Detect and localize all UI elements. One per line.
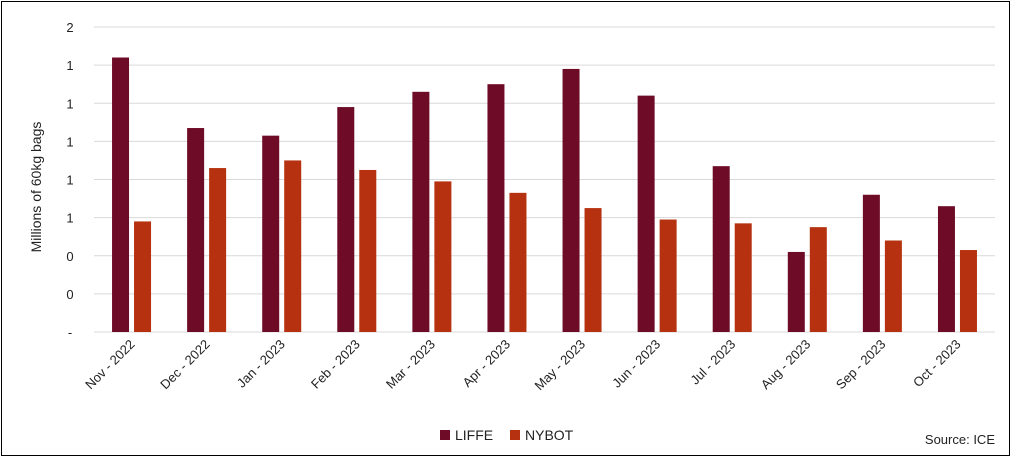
bar-nybot bbox=[959, 250, 977, 332]
y-tick-label: 2 bbox=[66, 20, 73, 35]
x-tick-label: Mar - 2023 bbox=[383, 337, 438, 392]
source-note: Source: ICE bbox=[925, 432, 995, 447]
x-tick-label: Jun - 2023 bbox=[609, 337, 663, 391]
x-tick-label: Jan - 2023 bbox=[234, 337, 288, 391]
legend-label-liffe: LIFFE bbox=[455, 427, 493, 443]
bar-liffe bbox=[487, 84, 505, 332]
y-tick-label: 1 bbox=[66, 58, 73, 73]
y-tick-label: 1 bbox=[66, 134, 73, 149]
legend-swatch-liffe bbox=[440, 430, 450, 440]
bar-nybot bbox=[434, 181, 452, 332]
bar-liffe bbox=[337, 107, 355, 332]
x-tick-label: Feb - 2023 bbox=[308, 337, 363, 392]
bar-liffe bbox=[787, 251, 805, 332]
bar-liffe bbox=[412, 91, 430, 332]
bar-nybot bbox=[134, 221, 152, 332]
x-tick-label: Apr - 2023 bbox=[460, 337, 514, 391]
x-axis-ticks: Nov - 2022 Dec - 2022 Jan - 2023 Feb - 2023… bbox=[82, 337, 963, 394]
y-tick-label: 1 bbox=[66, 173, 73, 188]
bar-liffe bbox=[112, 57, 130, 332]
y-tick-label: 0 bbox=[66, 287, 73, 302]
y-tick-label: - bbox=[68, 325, 72, 340]
bar-nybot bbox=[809, 227, 827, 332]
y-tick-label: 1 bbox=[66, 96, 73, 111]
bar-liffe bbox=[937, 206, 955, 332]
x-tick-label: Jul - 2023 bbox=[687, 337, 738, 388]
bar-nybot bbox=[584, 208, 602, 332]
x-tick-label: Dec - 2022 bbox=[157, 337, 213, 393]
gridlines bbox=[94, 26, 995, 333]
bar-liffe bbox=[862, 194, 880, 332]
y-tick-label: 0 bbox=[66, 249, 73, 264]
legend: LIFFE NYBOT bbox=[440, 427, 574, 443]
x-tick-label: Nov - 2022 bbox=[82, 337, 138, 393]
x-tick-label: Sep - 2023 bbox=[833, 337, 889, 393]
x-tick-label: Oct - 2023 bbox=[910, 337, 964, 391]
bar-nybot bbox=[359, 169, 377, 332]
bar-nybot bbox=[209, 168, 227, 332]
legend-label-nybot: NYBOT bbox=[525, 427, 574, 443]
bar-liffe bbox=[187, 128, 205, 332]
y-tick-label: 1 bbox=[66, 211, 73, 226]
y-axis-label: Millions of 60kg bags bbox=[28, 122, 44, 253]
bar-nybot bbox=[659, 219, 677, 332]
bar-nybot bbox=[734, 223, 752, 332]
bar-nybot bbox=[884, 240, 902, 332]
bar-liffe bbox=[562, 68, 580, 332]
bar-liffe bbox=[637, 95, 655, 332]
bar-liffe bbox=[712, 166, 730, 332]
bar-liffe bbox=[262, 135, 280, 332]
bar-nybot bbox=[284, 160, 302, 332]
y-axis-ticks: - 0 0 1 1 1 1 1 2 bbox=[66, 20, 73, 340]
x-tick-label: May - 2023 bbox=[532, 337, 589, 394]
bars bbox=[112, 57, 977, 332]
legend-swatch-nybot bbox=[510, 430, 520, 440]
bar-nybot bbox=[509, 192, 527, 332]
x-tick-label: Aug - 2023 bbox=[758, 337, 814, 393]
